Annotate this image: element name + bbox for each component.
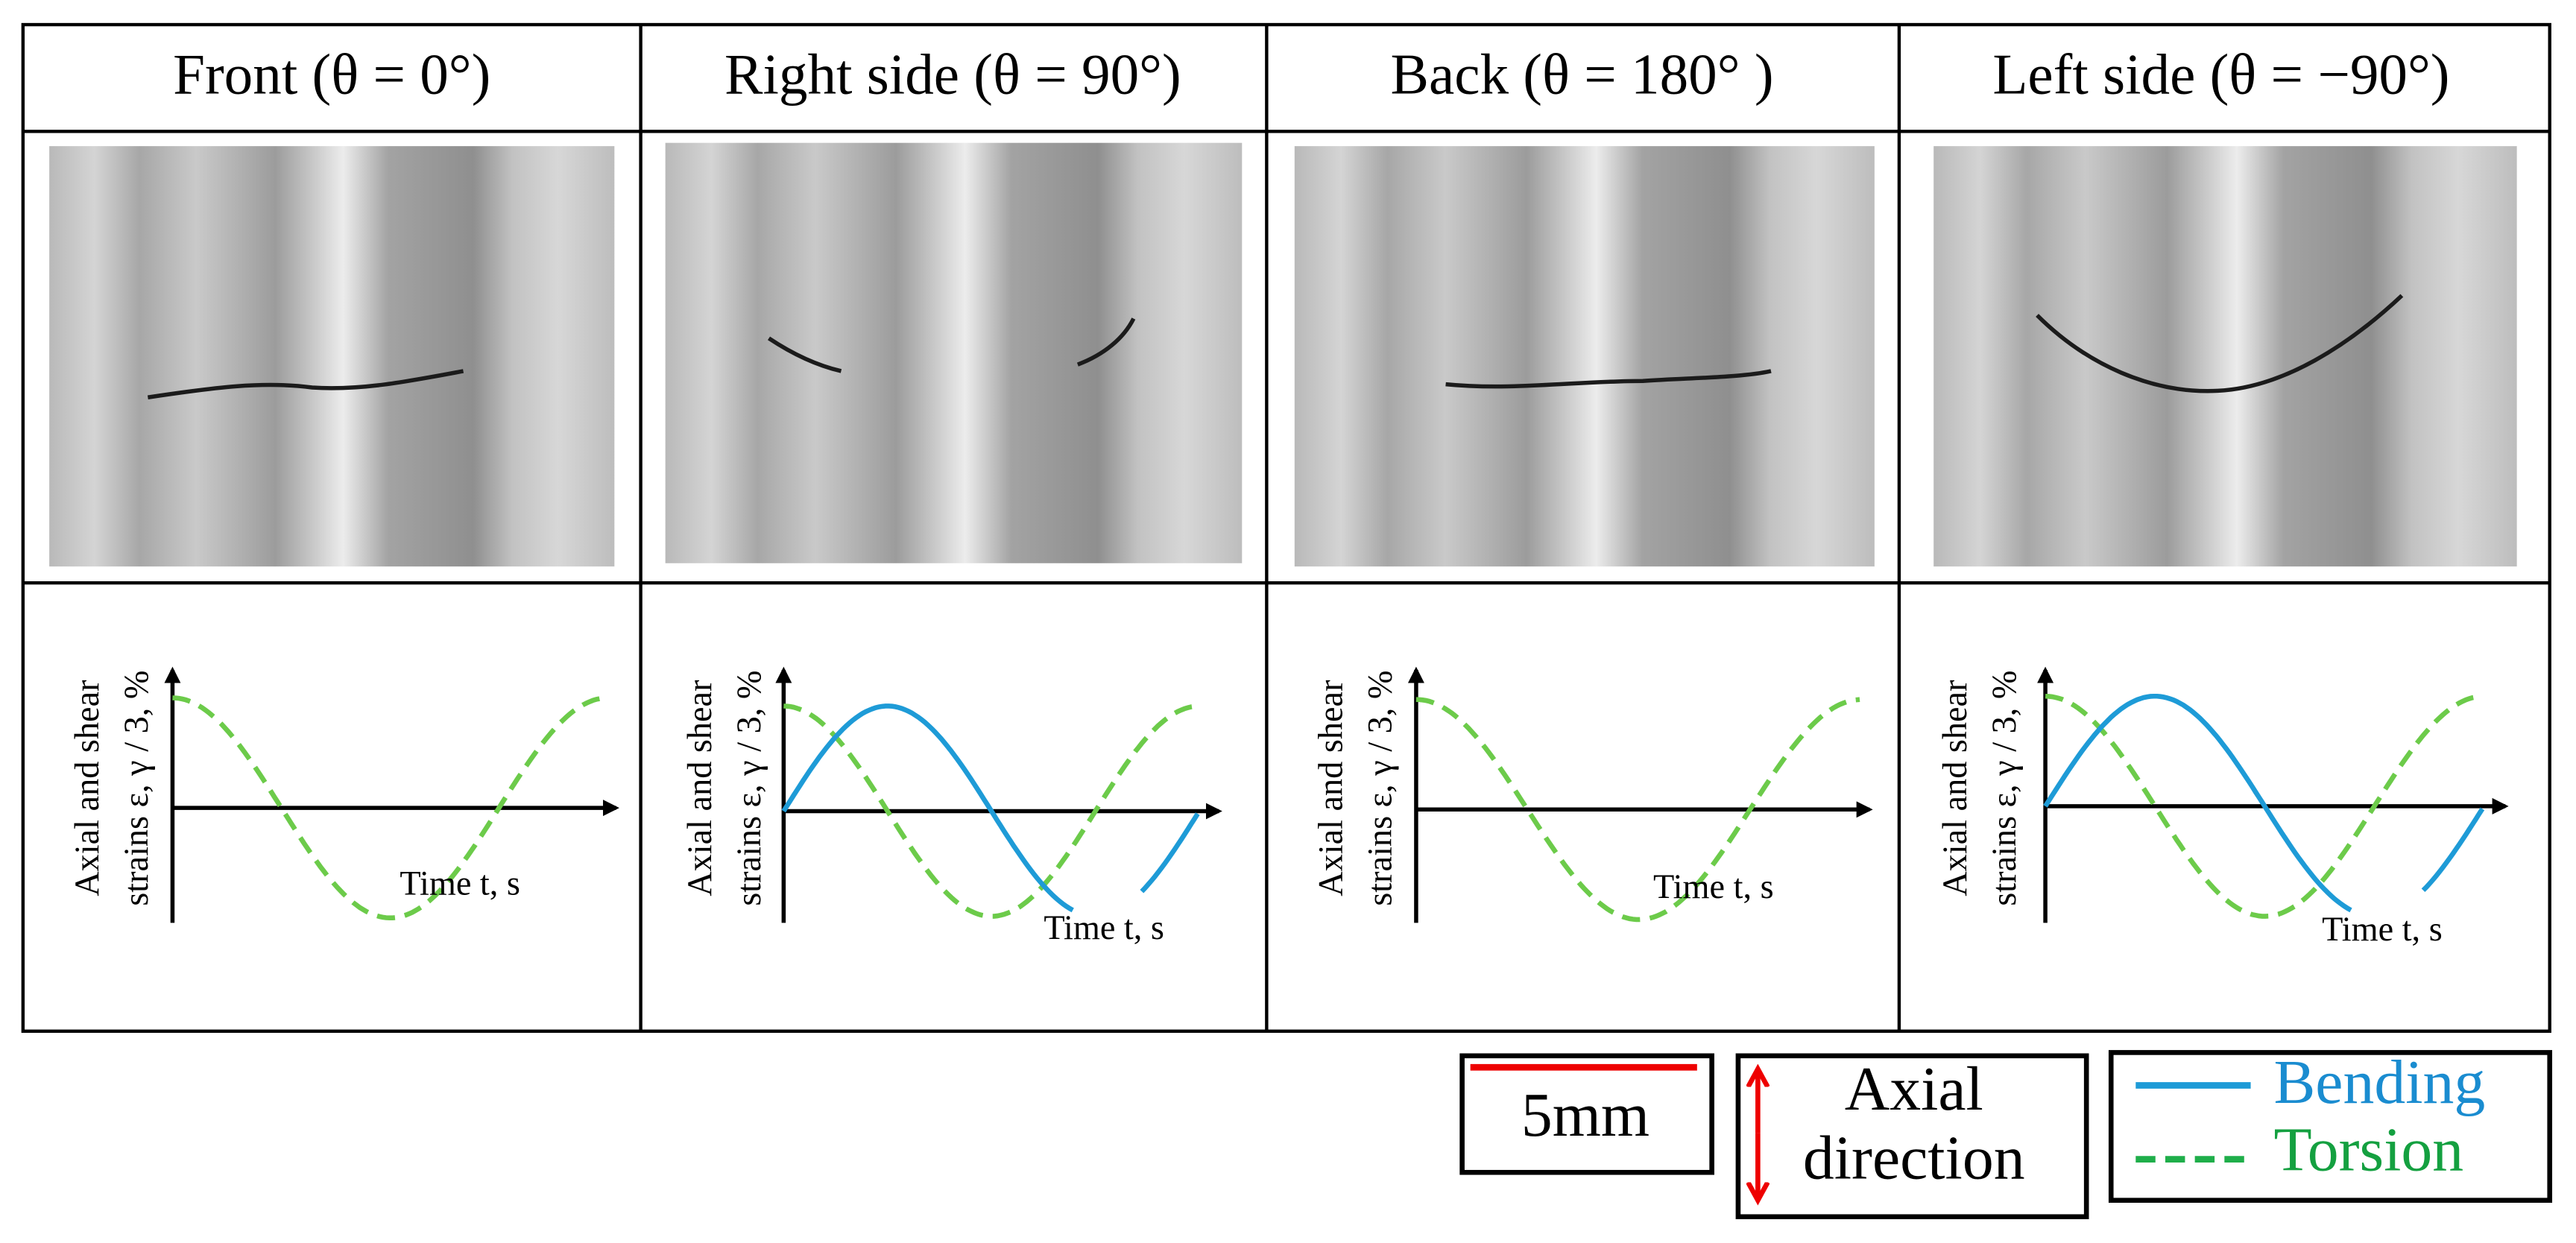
axial-label: direction (1803, 1123, 2025, 1192)
crack (147, 369, 464, 399)
crack (1445, 369, 1772, 389)
y-axis-label: strains ε, γ / 3, % (1361, 671, 1399, 906)
y-axis-label: Axial and shear (681, 680, 719, 896)
bending-curve (2043, 693, 2485, 913)
table-frame (21, 22, 2551, 1033)
y-axis-label: Axial and shear (1312, 680, 1350, 896)
x-axis-label: Time t, s (2322, 911, 2443, 949)
y-axis-label: strains ε, γ / 3, % (118, 671, 156, 906)
panel: Left side (θ = −90°) Axial and shear strai… (1933, 42, 2517, 949)
legend-entry: Bending (2273, 1048, 2485, 1117)
torsion-curve (783, 703, 1199, 919)
column-title: Left side (θ = −90°) (1992, 42, 2449, 107)
specimen-photo (49, 146, 615, 567)
panel: Back (θ = 180° ) Axial and shear strains ε… (1294, 42, 1875, 923)
scale-bar-box: 5mm (1459, 1053, 1714, 1175)
column-title: Back (θ = 180° ) (1391, 42, 1774, 107)
y-axis-label: Axial and shear (69, 680, 107, 896)
crack (767, 317, 1136, 373)
torsion-curve (1415, 697, 1860, 923)
y-axis-label: Axial and shear (1936, 680, 1974, 896)
x-axis-label: Time t, s (1653, 868, 1774, 906)
x-axis-label: Time t, s (400, 864, 520, 902)
specimen-photo (1294, 146, 1875, 567)
specimen-photo (1933, 146, 2517, 567)
column-title: Front (θ = 0°) (173, 42, 490, 107)
x-axis-label: Time t, s (1044, 909, 1164, 947)
y-axis-label: strains ε, γ / 3, % (730, 671, 768, 906)
panel: Right side (θ = 90°) Axial and shear strai… (665, 42, 1243, 947)
legend: Bending Torsion (2108, 1048, 2553, 1204)
scale-label: 5mm (1521, 1081, 1650, 1150)
axial-label: Axial (1845, 1054, 1983, 1124)
column-title: Right side (θ = 90°) (724, 42, 1181, 107)
crack (2036, 294, 2404, 393)
torsion-curve (2045, 693, 2483, 919)
y-axis-label: strains ε, γ / 3, % (1986, 671, 2024, 906)
axial-box: Axial direction (1735, 1053, 2089, 1220)
bending-curve (781, 703, 1200, 913)
torsion-curve (172, 695, 607, 921)
specimen-photo (665, 142, 1243, 563)
panel: Front (θ = 0°) Axial and shear strains ε, … (49, 42, 619, 923)
legend-entry: Torsion (2273, 1115, 2463, 1184)
